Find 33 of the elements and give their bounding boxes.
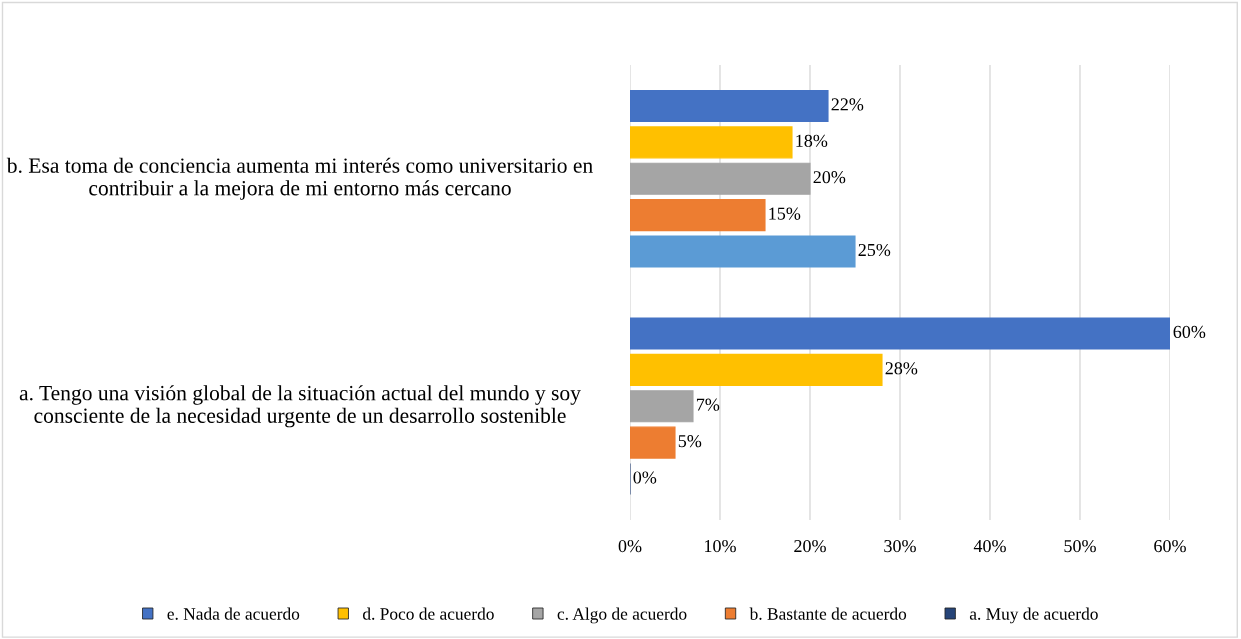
- legend-label: e. Nada de acuerdo: [167, 607, 300, 620]
- data-label: 20%: [813, 171, 846, 184]
- x-tick-label: 10%: [705, 539, 736, 553]
- bar: [630, 89, 829, 122]
- data-label: 22%: [831, 98, 864, 111]
- data-label: 18%: [796, 134, 828, 147]
- bar: [630, 353, 883, 386]
- data-label: 0%: [633, 471, 657, 484]
- y-tick-label: a. Tengo una visión global de la situación actual del mundo y soy consciente de la necesidad urgente de un desarrollo sostenible: [19, 385, 581, 428]
- data-label: 60%: [1173, 325, 1206, 339]
- bar: [630, 199, 766, 232]
- bar: [630, 235, 856, 268]
- x-tick-label: 40%: [973, 539, 1006, 553]
- legend-label: a. Muy de acuerdo: [969, 607, 1098, 624]
- data-label: 28%: [885, 362, 918, 375]
- legend-label: c. Algo de acuerdo: [557, 607, 687, 624]
- x-tick-label: 60%: [1154, 539, 1186, 553]
- data-label: 5%: [678, 434, 702, 448]
- x-tick-label: 0%: [618, 539, 642, 553]
- y-tick-label: b. Esa toma de conciencia aumenta mi interés como universitario en contribuir a la mejora de mi entorno más cercano: [6, 157, 593, 200]
- x-tick-label: 30%: [884, 539, 916, 553]
- data-label: 25%: [858, 243, 891, 257]
- bar: [630, 162, 811, 195]
- data-label: 15%: [769, 207, 801, 220]
- bar: [630, 317, 1170, 350]
- bar: [630, 390, 694, 423]
- legend-label: d. Poco de acuerdo: [362, 607, 494, 620]
- bar: [630, 426, 676, 459]
- bar: [630, 126, 793, 159]
- legend-label: b. Bastante de acuerdo: [749, 607, 907, 620]
- data-label: 7%: [696, 398, 720, 411]
- x-tick-label: 50%: [1064, 539, 1096, 553]
- x-tick-label: 20%: [794, 539, 826, 553]
